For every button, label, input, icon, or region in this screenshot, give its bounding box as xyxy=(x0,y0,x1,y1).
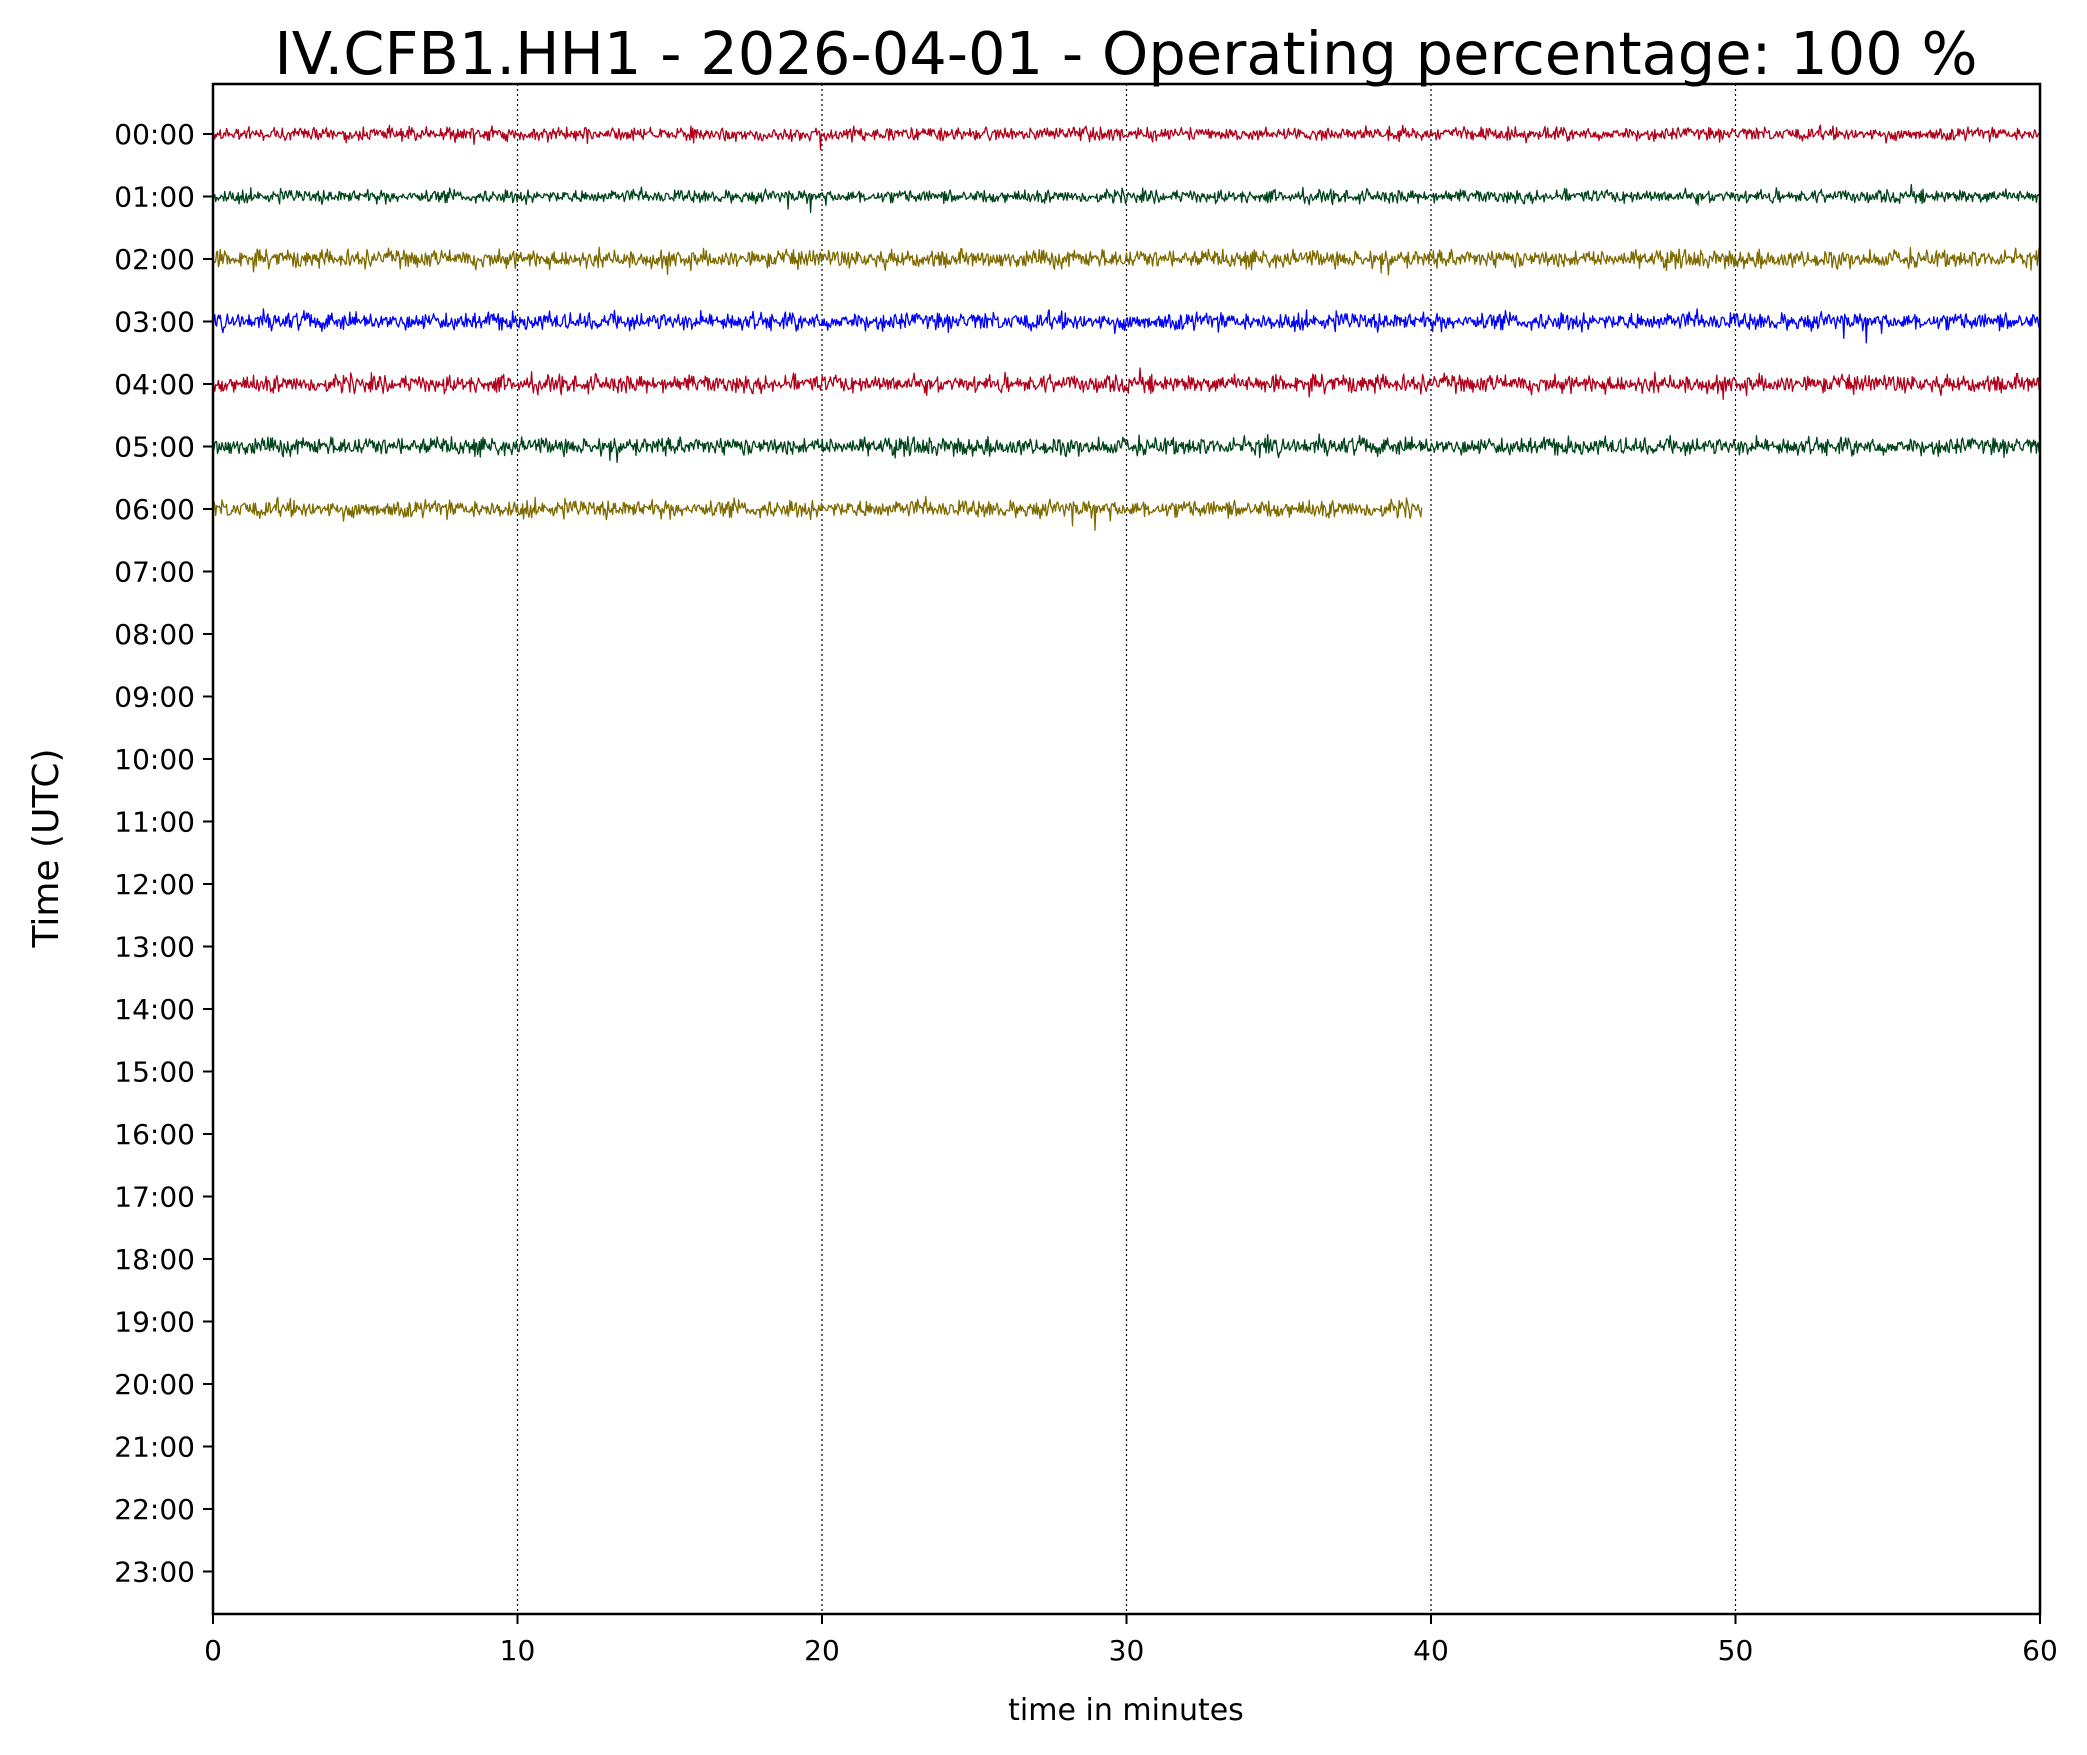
traces xyxy=(212,124,2040,532)
y-tick-label: 13:00 xyxy=(114,931,195,964)
x-tick-label: 0 xyxy=(204,1634,222,1667)
y-tick-label: 23:00 xyxy=(114,1556,195,1589)
x-tick-label: 10 xyxy=(500,1634,536,1667)
grid-lines xyxy=(516,84,1737,1614)
y-tick-label: 03:00 xyxy=(114,306,195,339)
y-tick-label: 05:00 xyxy=(114,431,195,464)
y-axis-label: Time (UTC) xyxy=(26,748,67,948)
y-tick-label: 20:00 xyxy=(114,1368,195,1401)
y-tick-label: 14:00 xyxy=(114,993,195,1026)
trace-0400 xyxy=(212,367,2040,400)
x-axis: 0 10 20 30 40 50 60 xyxy=(204,1614,2058,1667)
x-tick-label: 30 xyxy=(1109,1634,1145,1667)
y-tick-label: 18:00 xyxy=(114,1243,195,1276)
x-tick-label: 20 xyxy=(804,1634,840,1667)
y-tick-label: 01:00 xyxy=(114,181,195,214)
y-tick-label: 21:00 xyxy=(114,1431,195,1464)
y-tick-label: 15:00 xyxy=(114,1056,195,1089)
y-tick-label: 00:00 xyxy=(114,118,195,151)
y-tick-label: 04:00 xyxy=(114,368,195,401)
y-tick-label: 19:00 xyxy=(114,1306,195,1339)
y-tick-label: 06:00 xyxy=(114,493,195,526)
trace-0500 xyxy=(212,433,2040,464)
y-tick-label: 16:00 xyxy=(114,1118,195,1151)
x-axis-label: time in minutes xyxy=(1008,1693,1244,1728)
y-tick-label: 17:00 xyxy=(114,1181,195,1214)
x-tick-label: 40 xyxy=(1413,1634,1449,1667)
trace-0300 xyxy=(212,308,2040,344)
x-tick-label: 60 xyxy=(2022,1634,2058,1667)
trace-0000 xyxy=(212,124,2040,150)
y-tick-label: 11:00 xyxy=(114,806,195,839)
y-tick-label: 22:00 xyxy=(114,1493,195,1526)
chart-title: IV.CFB1.HH1 - 2026-04-01 - Operating per… xyxy=(274,19,1977,88)
y-tick-label: 02:00 xyxy=(114,243,195,276)
trace-0200 xyxy=(212,246,2040,276)
y-tick-label: 09:00 xyxy=(114,681,195,714)
y-tick-label: 07:00 xyxy=(114,556,195,589)
y-tick-label: 10:00 xyxy=(114,743,195,776)
y-tick-label: 12:00 xyxy=(114,868,195,901)
y-tick-label: 08:00 xyxy=(114,618,195,651)
y-axis: 00:00 01:00 02:00 03:00 04:00 05:00 06:00 07:00… xyxy=(114,118,213,1589)
trace-0100 xyxy=(212,183,2040,214)
x-tick-label: 50 xyxy=(1718,1634,1754,1667)
trace-0600 xyxy=(212,495,1423,532)
